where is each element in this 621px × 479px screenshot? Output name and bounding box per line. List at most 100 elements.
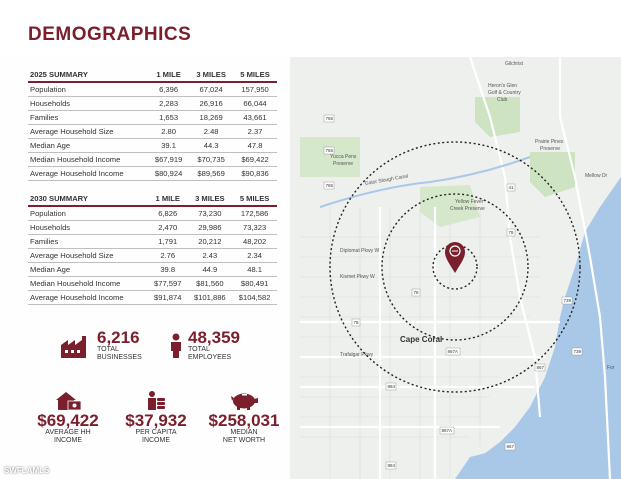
cell-value: 44.3 — [189, 138, 234, 153]
table-row: Households 2,283 26,916 66,044 — [28, 96, 277, 111]
coins-person-icon — [148, 391, 165, 410]
person-icon — [171, 333, 181, 358]
per-capita-label-1: PER CAPITA — [135, 429, 177, 436]
table-row: Median Age 39.8 44.9 48.1 — [28, 262, 277, 277]
businesses-value: 6,216 — [97, 328, 140, 347]
cell-value: $69,422 — [233, 152, 277, 167]
golf-park — [475, 97, 520, 137]
river-water — [470, 177, 621, 479]
cell-value: $80,491 — [232, 276, 277, 291]
row-label: Average Household Size — [28, 124, 148, 139]
river-water-south — [455, 452, 500, 479]
stat-per-capita: $37,932 PER CAPITA INCOME — [116, 390, 196, 445]
map-label-heron-glen: Heron's Glen — [488, 83, 517, 89]
row-label: Median Household Income — [28, 276, 148, 291]
svg-text:884: 884 — [388, 384, 396, 389]
cell-value: 66,044 — [233, 96, 277, 111]
cell-value: 44.9 — [187, 262, 233, 277]
cell-value: 73,323 — [232, 220, 277, 235]
table-row: Population 6,396 67,024 157,950 — [28, 82, 277, 97]
table-heading: 2030 SUMMARY — [28, 191, 148, 207]
gator-slough-canal — [319, 156, 531, 208]
map-label-mellow-dr: Mellow Dr — [585, 173, 608, 179]
svg-text:867: 867 — [537, 365, 545, 370]
table-header-row: 2030 SUMMARY 1 MILE 3 MILES 5 MILES — [28, 191, 277, 207]
cell-value: 2.43 — [187, 248, 233, 263]
avg-hh-income-label-1: AVERAGE HH — [45, 429, 91, 436]
cell-value: 20,212 — [187, 234, 233, 249]
house-money-icon — [56, 392, 82, 411]
map-label-preserve1: Preserve — [540, 146, 560, 152]
summary-2025-table: 2025 SUMMARY 1 MILE 3 MILES 5 MILES Popu… — [28, 67, 277, 181]
employees-value: 48,359 — [188, 328, 240, 347]
cell-value: 157,950 — [233, 82, 277, 97]
yucca-park — [300, 137, 360, 177]
cell-value: 48,202 — [232, 234, 277, 249]
cell-value: 6,396 — [148, 82, 190, 97]
cell-value: 39.1 — [148, 138, 190, 153]
svg-text:765: 765 — [326, 183, 334, 188]
svg-text:41: 41 — [509, 185, 515, 190]
table-row: Median Household Income $67,919 $70,735 $69… — [28, 152, 277, 167]
row-label: Average Household Size — [28, 248, 148, 263]
row-label: Median Household Income — [28, 152, 148, 167]
row-label: Average Household Income — [28, 166, 148, 181]
row-label: Population — [28, 206, 148, 221]
map-label-prairie-pines: Prairie Pines — [535, 139, 564, 145]
preserve-park — [530, 152, 575, 197]
location-pin-icon[interactable] — [445, 242, 465, 273]
column-header: 1 MILE — [148, 67, 190, 83]
row-label: Households — [28, 96, 148, 111]
cell-value: $89,569 — [189, 166, 234, 181]
map-label-fort: For — [607, 365, 615, 371]
stat-avg-hh-income: $69,422 AVERAGE HH INCOME — [28, 390, 108, 445]
cell-value: 2,470 — [148, 220, 188, 235]
net-worth-label-1: MEDIAN — [230, 429, 258, 436]
cell-value: $77,597 — [148, 276, 188, 291]
piggy-bank-icon — [231, 393, 258, 410]
svg-text:739: 739 — [564, 298, 572, 303]
row-label: Average Household Income — [28, 290, 148, 305]
table-row: Families 1,653 18,269 43,661 — [28, 110, 277, 125]
table-row: Average Household Size 2.76 2.43 2.34 — [28, 248, 277, 263]
businesses-label-1: TOTAL — [97, 346, 119, 353]
cell-value: 18,269 — [189, 110, 234, 125]
cell-value: 1,653 — [148, 110, 190, 125]
cell-value: $91,874 — [148, 290, 188, 305]
row-label: Households — [28, 220, 148, 235]
per-capita-label-2: INCOME — [142, 437, 170, 444]
row-label: Population — [28, 82, 148, 97]
road-shields: 765 41 78 765 765 78 739 78 867A 884 867… — [323, 114, 583, 470]
svg-text:78: 78 — [414, 290, 420, 295]
row-label: Families — [28, 234, 148, 249]
employees-label-1: TOTAL — [188, 346, 210, 353]
map-label-gilchrist: Gilchrist — [505, 61, 524, 67]
ring-1-mile — [432, 244, 478, 290]
cell-value: 43,661 — [233, 110, 277, 125]
cell-value: $101,886 — [187, 290, 233, 305]
cell-value: 73,230 — [187, 206, 233, 221]
map-label-cape-coral: Cape Coral — [400, 335, 442, 344]
avg-hh-income-value: $69,422 — [37, 411, 99, 430]
cell-value: 6,826 — [148, 206, 188, 221]
employees-label-2: EMPLOYEES — [188, 354, 232, 361]
factory-icon — [61, 336, 86, 358]
cell-value: 2,283 — [148, 96, 190, 111]
map-label-trafalgar: Trafalgar Pkwy — [340, 352, 374, 358]
watermark: SWFLAMLS — [4, 466, 50, 475]
stat-net-worth: $258,031 MEDIAN NET WORTH — [202, 390, 286, 445]
map-label-club: Club — [497, 97, 508, 103]
map-graphic: Gilchrist Heron's Glen Golf & Country Cl… — [300, 57, 621, 479]
column-header: 5 MILES — [233, 67, 277, 83]
column-header: 3 MILES — [189, 67, 234, 83]
cell-value: 67,024 — [189, 82, 234, 97]
table-row: Average Household Size 2.80 2.48 2.37 — [28, 124, 277, 139]
map-label-preserve2: Preserve — [333, 161, 353, 167]
table-row: Families 1,791 20,212 48,202 — [28, 234, 277, 249]
cell-value: $104,582 — [232, 290, 277, 305]
map-label-creek-preserve: Creek Preserve — [450, 206, 485, 212]
svg-text:884: 884 — [388, 463, 396, 468]
column-header: 3 MILES — [187, 191, 233, 207]
cell-value: 172,586 — [232, 206, 277, 221]
cell-value: 2.34 — [232, 248, 277, 263]
